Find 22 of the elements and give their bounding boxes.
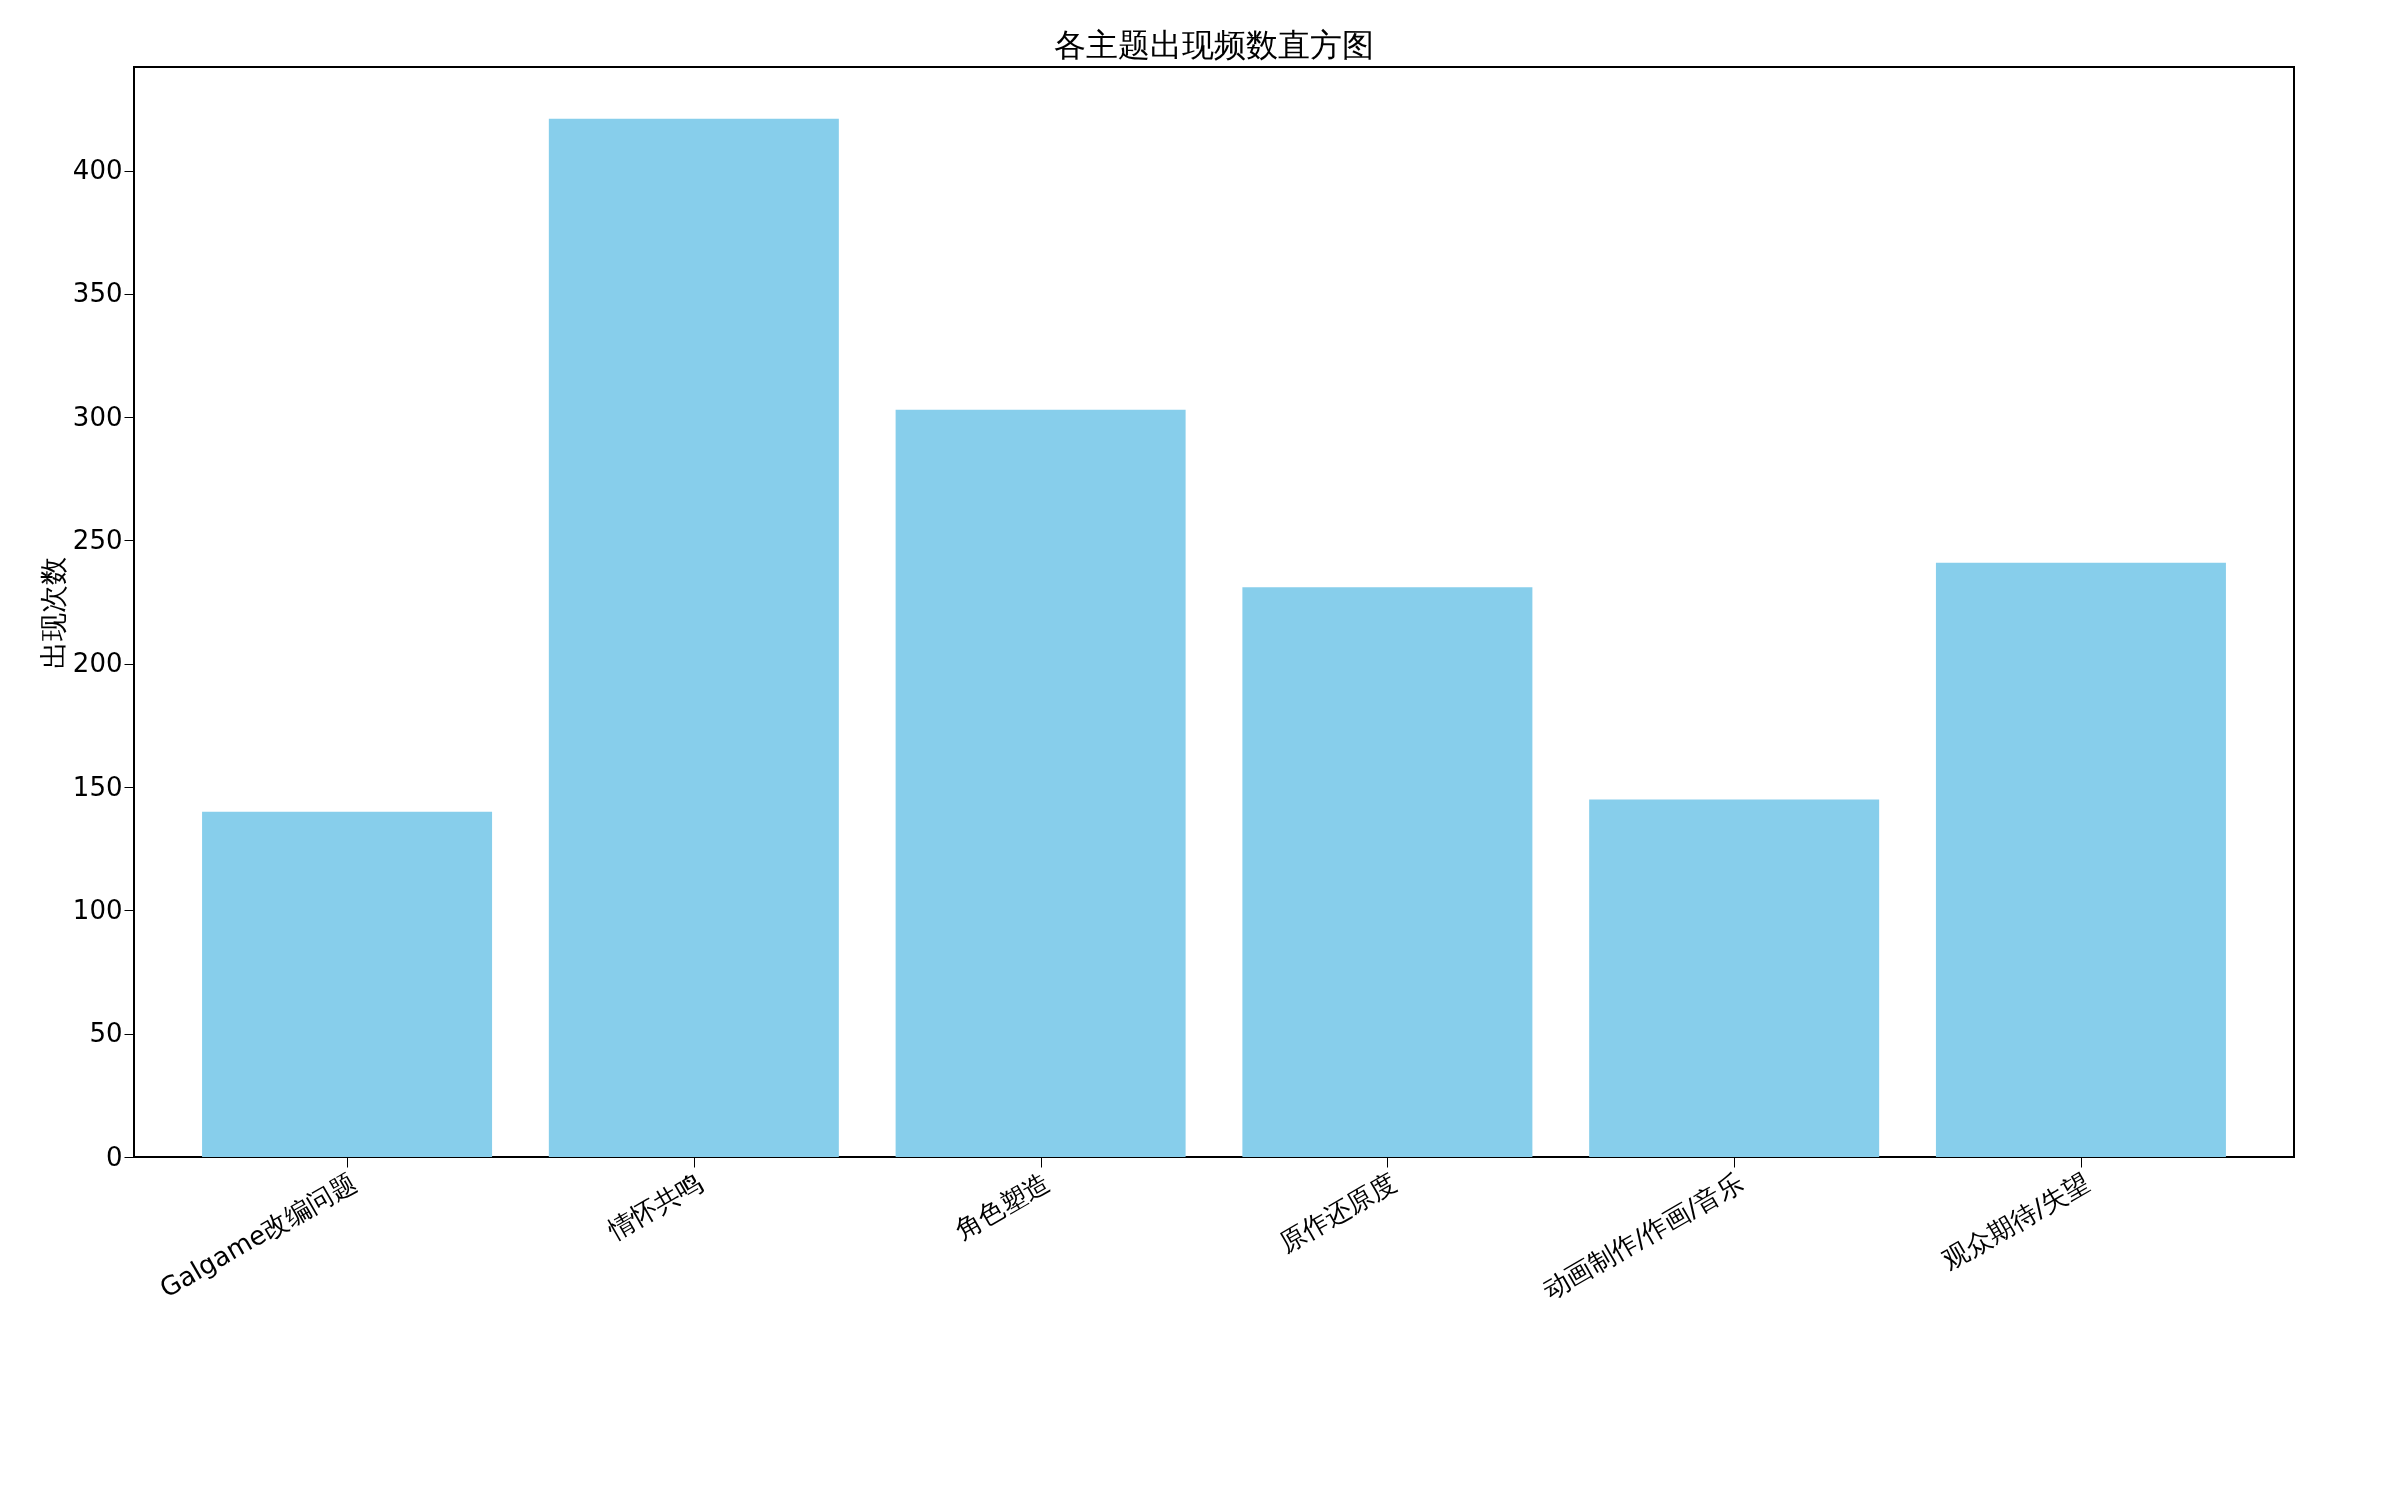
x-tick-label: 角色塑造: [949, 1166, 1055, 1245]
bar: [1589, 799, 1880, 1157]
x-tick-label: 原作还原度: [1273, 1166, 1402, 1258]
y-tick-label: 350: [72, 278, 123, 309]
y-tick-label: 100: [72, 894, 123, 925]
y-axis-title: 出现次数: [36, 556, 70, 669]
bar: [202, 811, 493, 1157]
bar: [1242, 587, 1533, 1157]
bar: [1935, 562, 2226, 1157]
y-tick-label: 400: [72, 155, 123, 186]
y-tick-label: 200: [72, 648, 123, 679]
y-tick-label: 150: [72, 771, 123, 802]
y-tick-label: 0: [105, 1141, 123, 1172]
chart-title: 各主题出现频数直方图: [1054, 26, 1374, 64]
x-tick-label: 动画制作/作画/音乐: [1537, 1166, 1749, 1306]
y-tick-label: 300: [72, 401, 123, 432]
x-tick-label: 观众期待/失望: [1937, 1166, 2095, 1276]
y-tick-label: 50: [89, 1018, 123, 1049]
x-tick-label: 情怀共鸣: [601, 1166, 708, 1246]
bar: [895, 409, 1186, 1157]
y-tick-label: 250: [72, 524, 123, 555]
bar: [548, 118, 839, 1157]
